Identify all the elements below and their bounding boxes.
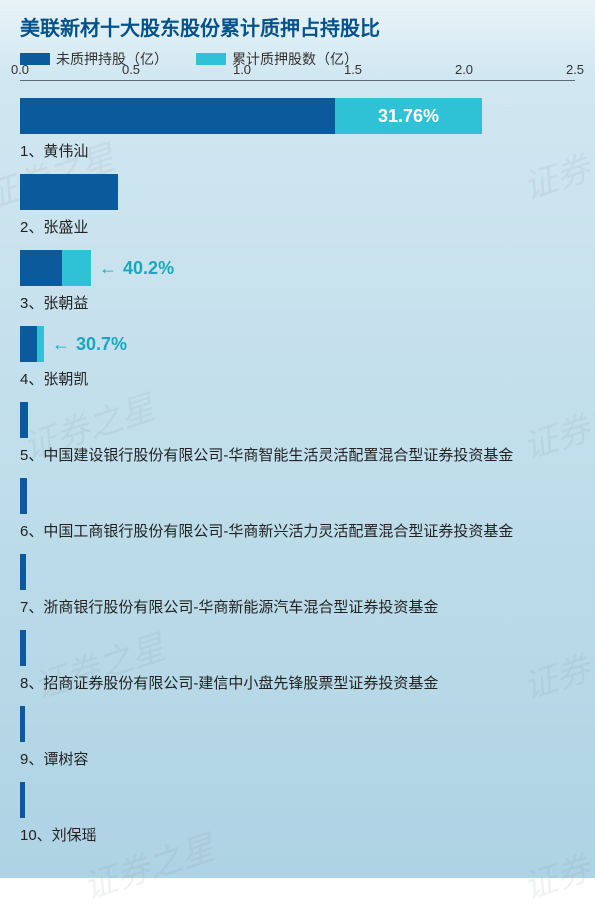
bar-unpledged bbox=[20, 782, 25, 818]
bar-track bbox=[20, 630, 575, 666]
bar-pledged bbox=[62, 250, 91, 286]
bar-track bbox=[20, 402, 575, 438]
axis-tick: 2.5 bbox=[566, 62, 584, 77]
bar-unpledged bbox=[20, 630, 26, 666]
category-label: 1、黄伟汕 bbox=[20, 140, 575, 161]
bar-pct-annotation: ← 30.7% bbox=[52, 326, 127, 362]
bar-unpledged bbox=[20, 706, 25, 742]
chart-row: 7、浙商银行股份有限公司-华商新能源汽车混合型证券投资基金 bbox=[20, 554, 575, 617]
category-label: 6、中国工商银行股份有限公司-华商新兴活力灵活配置混合型证券投资基金 bbox=[20, 520, 575, 541]
category-label: 5、中国建设银行股份有限公司-华商智能生活灵活配置混合型证券投资基金 bbox=[20, 444, 575, 465]
bar-track bbox=[20, 782, 575, 818]
chart-row: 10、刘保瑶 bbox=[20, 782, 575, 845]
bar-track: ← 40.2% bbox=[20, 250, 575, 286]
bar-unpledged bbox=[20, 554, 26, 590]
bar-track bbox=[20, 174, 575, 210]
bar-pct-label: 30.7% bbox=[76, 334, 127, 355]
arrow-left-icon: ← bbox=[52, 334, 70, 355]
category-label: 9、谭树容 bbox=[20, 748, 575, 769]
chart-row: 6、中国工商银行股份有限公司-华商新兴活力灵活配置混合型证券投资基金 bbox=[20, 478, 575, 541]
bar-track: ← 30.7% bbox=[20, 326, 575, 362]
axis-tick: 1.5 bbox=[344, 62, 362, 77]
axis-tick: 2.0 bbox=[455, 62, 473, 77]
category-label: 7、浙商银行股份有限公司-华商新能源汽车混合型证券投资基金 bbox=[20, 596, 575, 617]
bar-unpledged bbox=[20, 326, 37, 362]
bar-pct-label: 31.76% bbox=[335, 98, 482, 134]
bar-track bbox=[20, 478, 575, 514]
bar-track: 31.76% bbox=[20, 98, 575, 134]
chart-row: 31.76% 1、黄伟汕 bbox=[20, 98, 575, 161]
axis-tick: 0.5 bbox=[122, 62, 140, 77]
category-label: 3、张朝益 bbox=[20, 292, 575, 313]
category-label: 10、刘保瑶 bbox=[20, 824, 575, 845]
category-label: 4、张朝凯 bbox=[20, 368, 575, 389]
bar-track bbox=[20, 706, 575, 742]
axis-line bbox=[20, 80, 575, 81]
bar-unpledged bbox=[20, 478, 27, 514]
bar-pct-annotation: ← 40.2% bbox=[99, 250, 174, 286]
category-label: 2、张盛业 bbox=[20, 216, 575, 237]
bar-unpledged bbox=[20, 174, 118, 210]
chart-row: 9、谭树容 bbox=[20, 706, 575, 769]
chart-row: ← 40.2% 3、张朝益 bbox=[20, 250, 575, 313]
chart-title: 美联新材十大股东股份累计质押占持股比 bbox=[20, 12, 575, 41]
chart-row: 8、招商证券股份有限公司-建信中小盘先锋股票型证券投资基金 bbox=[20, 630, 575, 693]
x-axis: 0.0 0.5 1.0 1.5 2.0 2.5 bbox=[0, 62, 595, 82]
bar-track bbox=[20, 554, 575, 590]
bar-unpledged bbox=[20, 98, 335, 134]
arrow-left-icon: ← bbox=[99, 258, 117, 279]
chart-row: 2、张盛业 bbox=[20, 174, 575, 237]
chart-row: ← 30.7% 4、张朝凯 bbox=[20, 326, 575, 389]
bar-unpledged bbox=[20, 250, 62, 286]
bar-pledged bbox=[37, 326, 44, 362]
axis-tick: 1.0 bbox=[233, 62, 251, 77]
bar-pct-label: 40.2% bbox=[123, 258, 174, 279]
chart-row: 5、中国建设银行股份有限公司-华商智能生活灵活配置混合型证券投资基金 bbox=[20, 402, 575, 465]
axis-tick: 0.0 bbox=[11, 62, 29, 77]
bar-unpledged bbox=[20, 402, 28, 438]
category-label: 8、招商证券股份有限公司-建信中小盘先锋股票型证券投资基金 bbox=[20, 672, 575, 693]
